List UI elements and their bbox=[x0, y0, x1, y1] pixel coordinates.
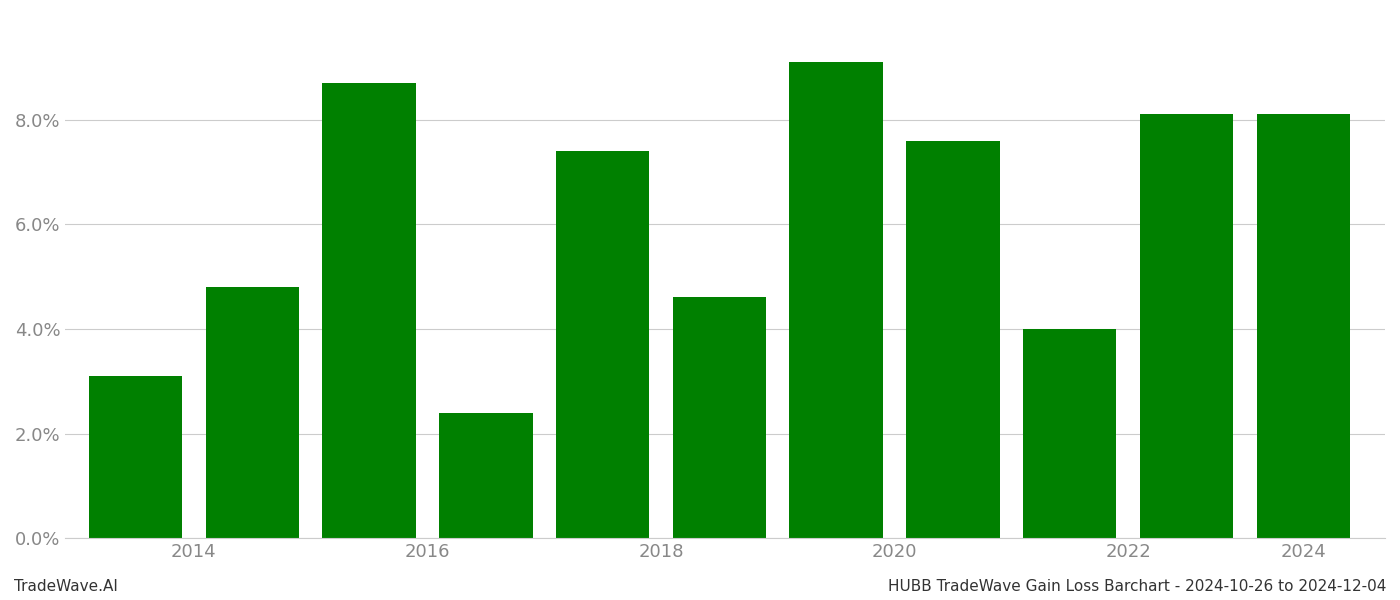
Bar bbox=[1257, 115, 1350, 538]
Text: TradeWave.AI: TradeWave.AI bbox=[14, 579, 118, 594]
Bar bbox=[1140, 115, 1233, 538]
Bar bbox=[672, 298, 766, 538]
Bar bbox=[556, 151, 650, 538]
Bar bbox=[440, 413, 532, 538]
Bar bbox=[88, 376, 182, 538]
Bar bbox=[322, 83, 416, 538]
Bar bbox=[790, 62, 883, 538]
Bar bbox=[206, 287, 300, 538]
Bar bbox=[906, 140, 1000, 538]
Text: HUBB TradeWave Gain Loss Barchart - 2024-10-26 to 2024-12-04: HUBB TradeWave Gain Loss Barchart - 2024… bbox=[888, 579, 1386, 594]
Bar bbox=[1023, 329, 1116, 538]
